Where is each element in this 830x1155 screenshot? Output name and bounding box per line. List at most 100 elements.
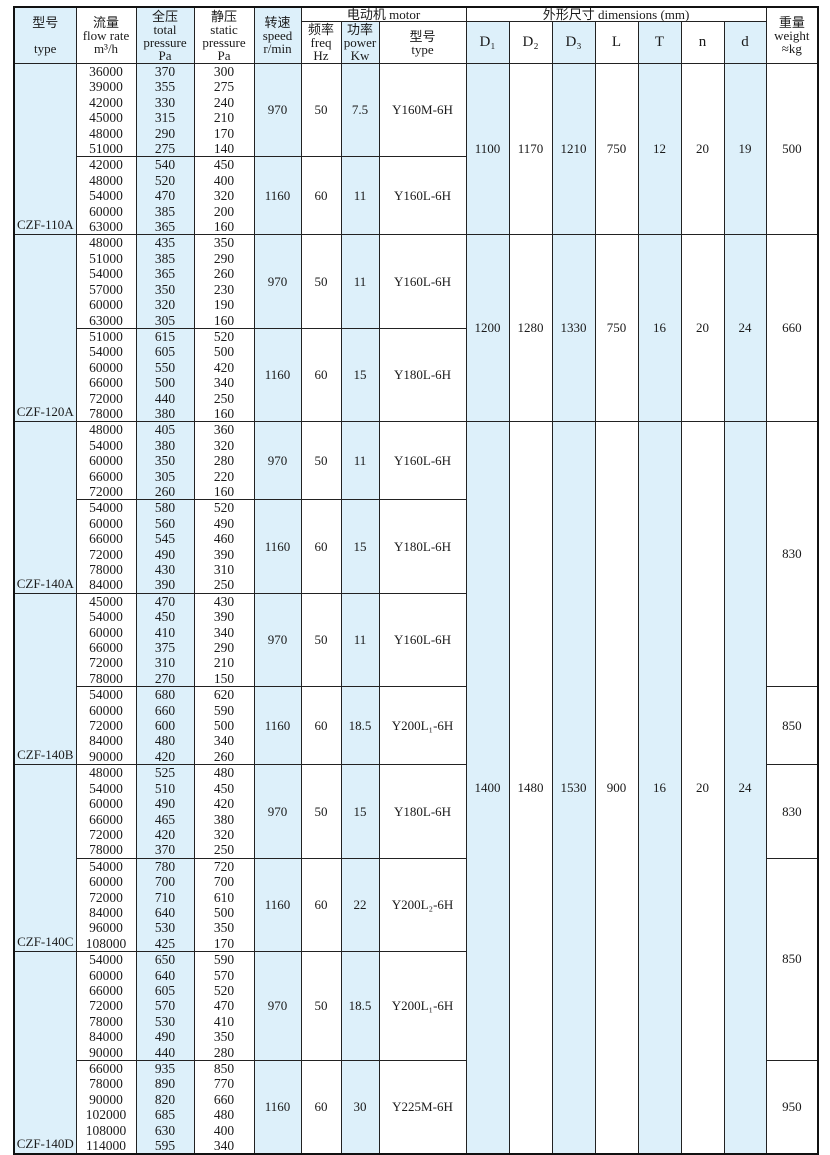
header-total-pressure: 全压 total pressure Pa [135, 6, 195, 64]
dim-d1: 1400 [465, 421, 510, 1155]
static-pressure-values: 350 290 260 230 190 160 [193, 234, 255, 329]
speed: 1160 [253, 156, 302, 236]
power: 18.5 [340, 686, 380, 766]
total-pressure-values: 935 890 820 685 630 595 [135, 1060, 195, 1155]
total-pressure-values: 680 660 600 480 420 [135, 686, 195, 766]
flow-rate-values: 48000 51000 54000 57000 60000 63000 [75, 234, 137, 329]
motor-type: Y160M-6H [378, 62, 467, 158]
speed: 970 [253, 592, 302, 688]
dim-t: 16 [637, 421, 682, 1155]
weight: 500 [765, 62, 819, 236]
header-dimensions: 外形尺寸 dimensions (mm) [465, 6, 767, 22]
table-row: CZF-120A 48000 51000 54000 57000 60000 63000 43… [13, 234, 819, 423]
flow-rate-values: 54000 60000 66000 72000 78000 84000 [75, 499, 137, 594]
speed: 970 [253, 951, 302, 1061]
speed: 1160 [253, 1060, 302, 1155]
static-pressure-values: 620 590 500 340 260 [193, 686, 255, 766]
dim-n: 20 [680, 421, 725, 1155]
frequency: 50 [300, 951, 342, 1061]
dim-t: 16 [637, 234, 682, 423]
dim-d: 24 [723, 421, 767, 1155]
power: 7.5 [340, 62, 380, 158]
header-static-pressure: 静压 static pressure Pa [193, 6, 255, 64]
motor-type: Y200L₁-6H [378, 951, 467, 1061]
flow-rate-values: 45000 54000 60000 66000 72000 78000 [75, 592, 137, 688]
table-row: 51000 54000 60000 66000 72000 78000 615 605 550 5… [14, 327, 818, 423]
frequency: 60 [300, 327, 342, 423]
header-dim-t: T [637, 21, 682, 64]
flow-rate-values: 54000 60000 72000 84000 96000 108000 [75, 857, 137, 953]
table-row: 54000 60000 66000 72000 78000 84000 580 560 545 4… [14, 499, 818, 594]
motor-type: Y180L-6H [378, 764, 467, 859]
header-motor: 电动机 motor [300, 6, 467, 22]
dim-d3: 1330 [551, 234, 596, 423]
dim-d: 24 [723, 234, 767, 423]
power: 18.5 [340, 951, 380, 1061]
power: 30 [340, 1060, 380, 1155]
frequency: 60 [300, 156, 342, 236]
table-row: CZF-140B 45000 54000 60000 66000 72000 78000 47… [13, 592, 818, 766]
frequency: 50 [300, 421, 342, 501]
frequency: 60 [300, 686, 342, 766]
speed: 970 [253, 764, 302, 859]
motor-type: Y200L₁-6H [378, 686, 467, 766]
speed: 1160 [253, 327, 302, 423]
speed: 970 [253, 421, 302, 501]
table-row: CZF-140A 48000 54000 60000 66000 72000 405 380 3… [13, 421, 819, 1155]
motor-type: Y180L-6H [378, 327, 467, 423]
motor-type: Y225M-6H [378, 1060, 467, 1155]
header-flow: 流量 flow rate m³/h [75, 6, 137, 64]
dim-n: 20 [680, 62, 725, 236]
dim-l: 900 [594, 421, 639, 1155]
speed: 970 [253, 62, 302, 158]
static-pressure-values: 450 400 320 200 160 [193, 156, 255, 236]
weight: 660 [765, 234, 819, 423]
static-pressure-values: 430 390 340 290 210 150 [193, 592, 255, 688]
flow-rate-values: 48000 54000 60000 66000 72000 [75, 421, 137, 501]
flow-rate-values: 54000 60000 72000 84000 90000 [75, 686, 137, 766]
header-weight: 重量 weight ≈kg [765, 6, 819, 64]
flow-rate-values: 42000 48000 54000 60000 63000 [75, 156, 137, 236]
weight: 950 [765, 1060, 819, 1155]
static-pressure-values: 300 275 240 210 170 140 [193, 62, 255, 158]
total-pressure-values: 405 380 350 305 260 [135, 421, 195, 501]
dim-d3: 1210 [551, 62, 596, 236]
power: 11 [340, 592, 380, 688]
power: 11 [340, 156, 380, 236]
fan-spec-table: 型号 type 流量 flow rate m³/h 全压 total pressure Pa… [13, 6, 820, 1155]
power: 15 [340, 499, 380, 594]
dim-d1: 1100 [465, 62, 510, 236]
motor-type: Y180L-6H [378, 499, 467, 594]
table-body: CZF-110A 36000 39000 42000 45000 48000 51000 37… [13, 62, 819, 1155]
dim-l: 750 [594, 62, 639, 236]
total-pressure-values: 540 520 470 385 365 [135, 156, 195, 236]
power: 15 [340, 764, 380, 859]
dim-d2: 1170 [508, 62, 553, 236]
frequency: 60 [300, 499, 342, 594]
speed: 1160 [253, 686, 302, 766]
header-speed: 转速 speed r/min [253, 6, 302, 64]
header-dim-n: n [680, 21, 725, 64]
table-row: 54000 60000 72000 84000 90000 680 660 600 480 420… [14, 686, 819, 766]
frequency: 50 [300, 592, 342, 688]
header-motor-type: 型号 type [378, 21, 467, 64]
power: 15 [340, 327, 380, 423]
total-pressure-values: 370 355 330 315 290 275 [135, 62, 195, 158]
power: 11 [340, 234, 380, 329]
flow-rate-values: 48000 54000 60000 66000 72000 78000 [75, 764, 137, 859]
model-type: CZF-110A [13, 62, 77, 236]
header-freq: 频率 freq Hz [300, 21, 342, 64]
motor-type: Y200L₂-6H [378, 857, 467, 953]
static-pressure-values: 480 450 420 380 320 250 [193, 764, 255, 859]
total-pressure-values: 470 450 410 375 310 270 [135, 592, 195, 688]
table-row: CZF-140C 48000 54000 60000 66000 72000 78000 52… [13, 764, 819, 953]
speed: 1160 [253, 499, 302, 594]
speed: 1160 [253, 857, 302, 953]
dim-d1: 1200 [465, 234, 510, 423]
dim-t: 12 [637, 62, 682, 236]
power: 11 [340, 421, 380, 501]
header-power: 功率 power Kw [340, 21, 380, 64]
total-pressure-values: 435 385 365 350 320 305 [135, 234, 195, 329]
model-type: CZF-120A [13, 234, 77, 423]
frequency: 50 [300, 62, 342, 158]
